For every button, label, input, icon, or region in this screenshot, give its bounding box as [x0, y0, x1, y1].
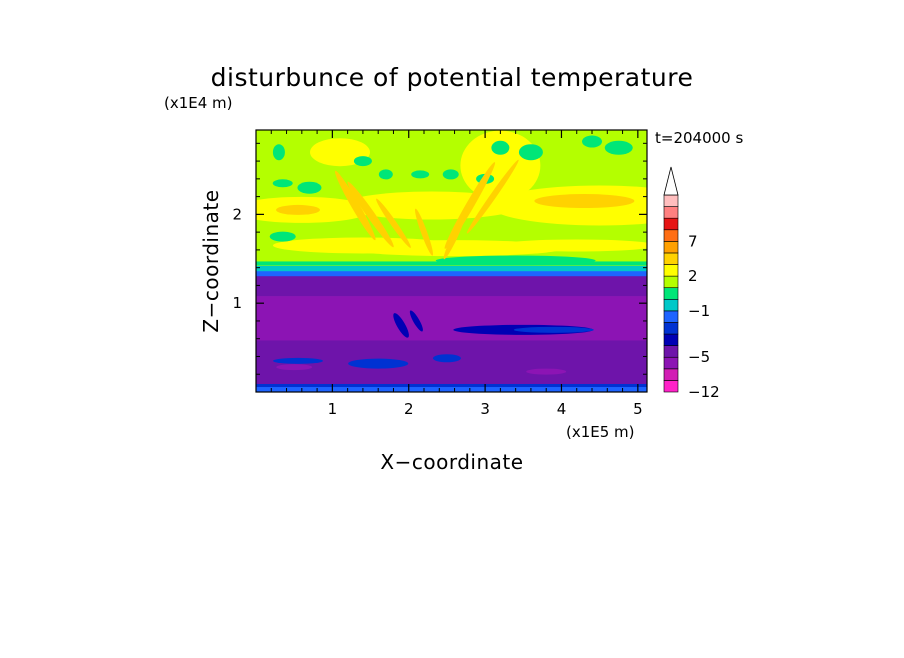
colorbar-swatch: [663, 241, 679, 254]
contour-feature: [432, 354, 461, 363]
colorbar-swatch: [663, 310, 679, 323]
contour-feature: [256, 265, 647, 271]
contour-feature: [534, 194, 635, 209]
contour-feature: [518, 144, 543, 161]
contour-feature: [411, 170, 430, 179]
colorbar-tick-label: −1: [688, 302, 710, 320]
contour-feature: [353, 156, 372, 167]
colorbar-swatch: [663, 356, 679, 370]
x-axis-label: X−coordinate: [380, 450, 523, 474]
contour-feature: [256, 271, 647, 277]
colorbar-swatch: [663, 275, 679, 289]
colorbar-tick-label: 7: [688, 232, 698, 250]
contour-feature: [272, 179, 293, 188]
contour-feature: [604, 140, 633, 155]
colorbar-swatch: [663, 194, 679, 207]
contour-feature: [256, 384, 647, 388]
contour-feature: [491, 140, 510, 155]
contour-feature: [442, 169, 459, 180]
contour-feature: [466, 159, 519, 234]
colorbar-swatch: [663, 380, 679, 393]
contour-feature: [276, 204, 321, 215]
colorbar-swatch: [663, 345, 679, 358]
x-tick-label: 1: [328, 400, 338, 418]
contour-feature: [415, 208, 434, 256]
contour-feature: [496, 239, 647, 252]
contour-feature: [443, 213, 466, 260]
colorbar: −12−5−127: [663, 166, 720, 401]
colorbar-swatch: [663, 287, 679, 300]
plot-frame: [255, 129, 648, 393]
colorbar-swatch: [663, 333, 679, 346]
contour-feature: [334, 170, 376, 241]
colorbar-tick-label: −5: [688, 348, 710, 366]
contour-feature: [378, 169, 393, 180]
contour-feature: [435, 255, 596, 266]
contour-feature: [269, 231, 296, 242]
contour-feature: [409, 310, 423, 332]
y-tick-label: 2: [232, 205, 242, 223]
contour-feature: [256, 387, 647, 392]
colorbar-swatch: [663, 322, 679, 335]
colorbar-swatch: [663, 298, 679, 312]
colorbar-swatch: [663, 206, 679, 219]
y-axis-label: Z−coordinate: [199, 189, 223, 332]
colorbar-swatch: [663, 217, 679, 231]
contour-feature: [526, 368, 567, 375]
x-tick-label: 2: [404, 400, 414, 418]
contour-feature: [348, 358, 409, 369]
x-tick-label: 4: [557, 400, 567, 418]
time-label: t=204000 s: [655, 129, 743, 147]
contour-feature: [272, 144, 285, 161]
colorbar-tick-label: 2: [688, 267, 698, 285]
contour-feature: [393, 313, 409, 338]
chart-title: disturbunce of potential temperature: [211, 63, 694, 92]
axis-ticks: 1 2 3 4 5 1 2: [232, 130, 647, 418]
contour-feature: [256, 274, 647, 284]
x-tick-label: 5: [633, 400, 643, 418]
colorbar-tick-label: −12: [688, 383, 720, 401]
contour-feature: [347, 181, 394, 248]
x-unit-label: (x1E5 m): [566, 423, 635, 441]
contour-feature: [297, 181, 322, 194]
y-unit-label: (x1E4 m): [164, 94, 233, 112]
colorbar-swatch: [663, 252, 679, 265]
contour-feature: [273, 357, 324, 364]
y-tick-label: 1: [232, 294, 242, 312]
contour-feature: [276, 364, 313, 371]
contour-feature: [376, 198, 411, 248]
contour-feature: [256, 285, 647, 297]
contour-feature: [256, 296, 647, 341]
colorbar-swatch: [663, 368, 679, 381]
x-tick-label: 3: [480, 400, 490, 418]
colorbar-swatch: [663, 264, 679, 277]
contour-feature: [582, 135, 603, 148]
plot-area: [256, 130, 647, 392]
contour-feature: [513, 326, 594, 333]
colorbar-swatch: [663, 229, 679, 242]
colorbar-extend-arrow: [663, 166, 679, 196]
